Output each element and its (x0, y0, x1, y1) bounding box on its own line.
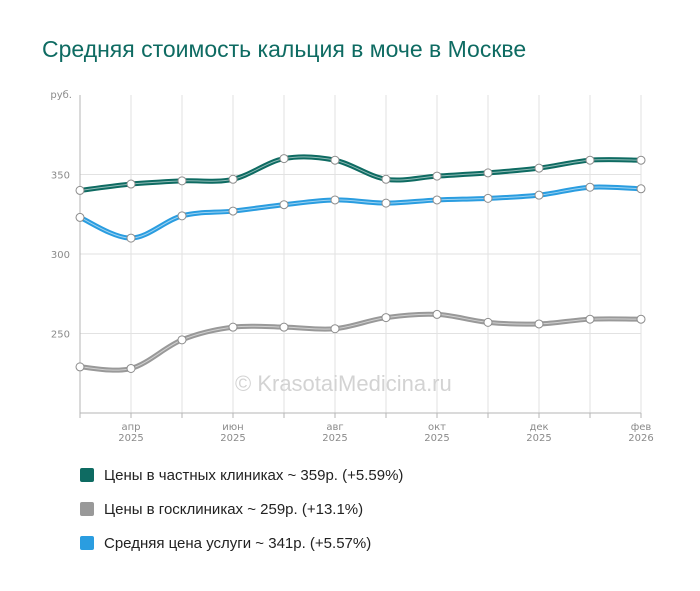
chart-title: Средняя стоимость кальция в моче в Москв… (42, 36, 527, 62)
data-point (228, 322, 238, 332)
data-point (483, 193, 493, 203)
data-point (330, 195, 340, 205)
data-point (177, 335, 187, 345)
data-point (381, 313, 391, 323)
data-point (381, 174, 391, 184)
x-tick-label-month: апр (121, 422, 140, 433)
legend-item-average[interactable]: Средняя цена услуги ~ 341р. (+5.57%) (80, 526, 403, 560)
data-point (126, 233, 136, 243)
data-point (75, 185, 85, 195)
data-point (330, 155, 340, 165)
data-point (432, 309, 442, 319)
x-tick-label-year: 2026 (628, 433, 653, 444)
data-point (126, 179, 136, 189)
y-tick-label: 250 (51, 330, 70, 341)
legend-label-private: Цены в частных клиниках ~ 359р. (+5.59%) (104, 466, 404, 484)
x-tick-label-year: 2025 (118, 433, 143, 444)
legend-label-public: Цены в госклиниках ~ 259р. (+13.1%) (104, 500, 364, 518)
data-point (279, 200, 289, 210)
x-tick-label-year: 2025 (526, 433, 551, 444)
data-point (636, 314, 646, 324)
x-tick-label-month: фев (631, 422, 652, 433)
data-point (534, 319, 544, 329)
x-tick-label-year: 2025 (322, 433, 347, 444)
data-point (585, 182, 595, 192)
series-line-highlight-0 (79, 156, 642, 191)
legend-label-average: Средняя цена услуги ~ 341р. (+5.57%) (104, 534, 372, 552)
legend-swatch-public (80, 502, 94, 516)
data-point (228, 174, 238, 184)
data-point (636, 184, 646, 194)
y-tick-label: 350 (51, 171, 70, 182)
legend-item-private[interactable]: Цены в частных клиниках ~ 359р. (+5.59%) (80, 458, 403, 492)
data-point (636, 155, 646, 165)
series-line-2 (77, 184, 644, 241)
x-tick-label-month: авг (326, 422, 343, 433)
data-point (177, 211, 187, 221)
data-point (381, 198, 391, 208)
data-point (279, 154, 289, 164)
data-point (432, 195, 442, 205)
series-lines (77, 154, 644, 373)
data-point (279, 322, 289, 332)
series-line-0 (77, 154, 644, 193)
legend-swatch-average (80, 536, 94, 550)
data-point (534, 163, 544, 173)
x-tick-label-month: окт (428, 422, 446, 433)
x-tick-label-month: июн (222, 422, 243, 433)
data-point (432, 171, 442, 181)
watermark: © KrasotaiMedicina.ru (235, 371, 452, 396)
axis-labels: 250300350руб.апр2025июн2025авг2025окт202… (50, 90, 653, 444)
x-tick-label-year: 2025 (220, 433, 245, 444)
data-point (585, 155, 595, 165)
legend-item-public[interactable]: Цены в госклиниках ~ 259р. (+13.1%) (80, 492, 403, 526)
data-point (177, 176, 187, 186)
data-point (330, 324, 340, 334)
series-points (75, 154, 646, 373)
x-tick-label-month: дек (529, 422, 548, 433)
grid (79, 95, 642, 413)
data-point (75, 212, 85, 222)
axes (79, 95, 642, 418)
data-point (585, 314, 595, 324)
data-point (126, 363, 136, 373)
legend-swatch-private (80, 468, 94, 482)
y-tick-label: 300 (51, 250, 70, 261)
data-point (483, 317, 493, 327)
data-point (228, 206, 238, 216)
x-tick-label-year: 2025 (424, 433, 449, 444)
legend: Цены в частных клиниках ~ 359р. (+5.59%)… (80, 458, 403, 560)
data-point (483, 168, 493, 178)
data-point (534, 190, 544, 200)
y-axis-unit: руб. (50, 90, 72, 101)
data-point (75, 362, 85, 372)
